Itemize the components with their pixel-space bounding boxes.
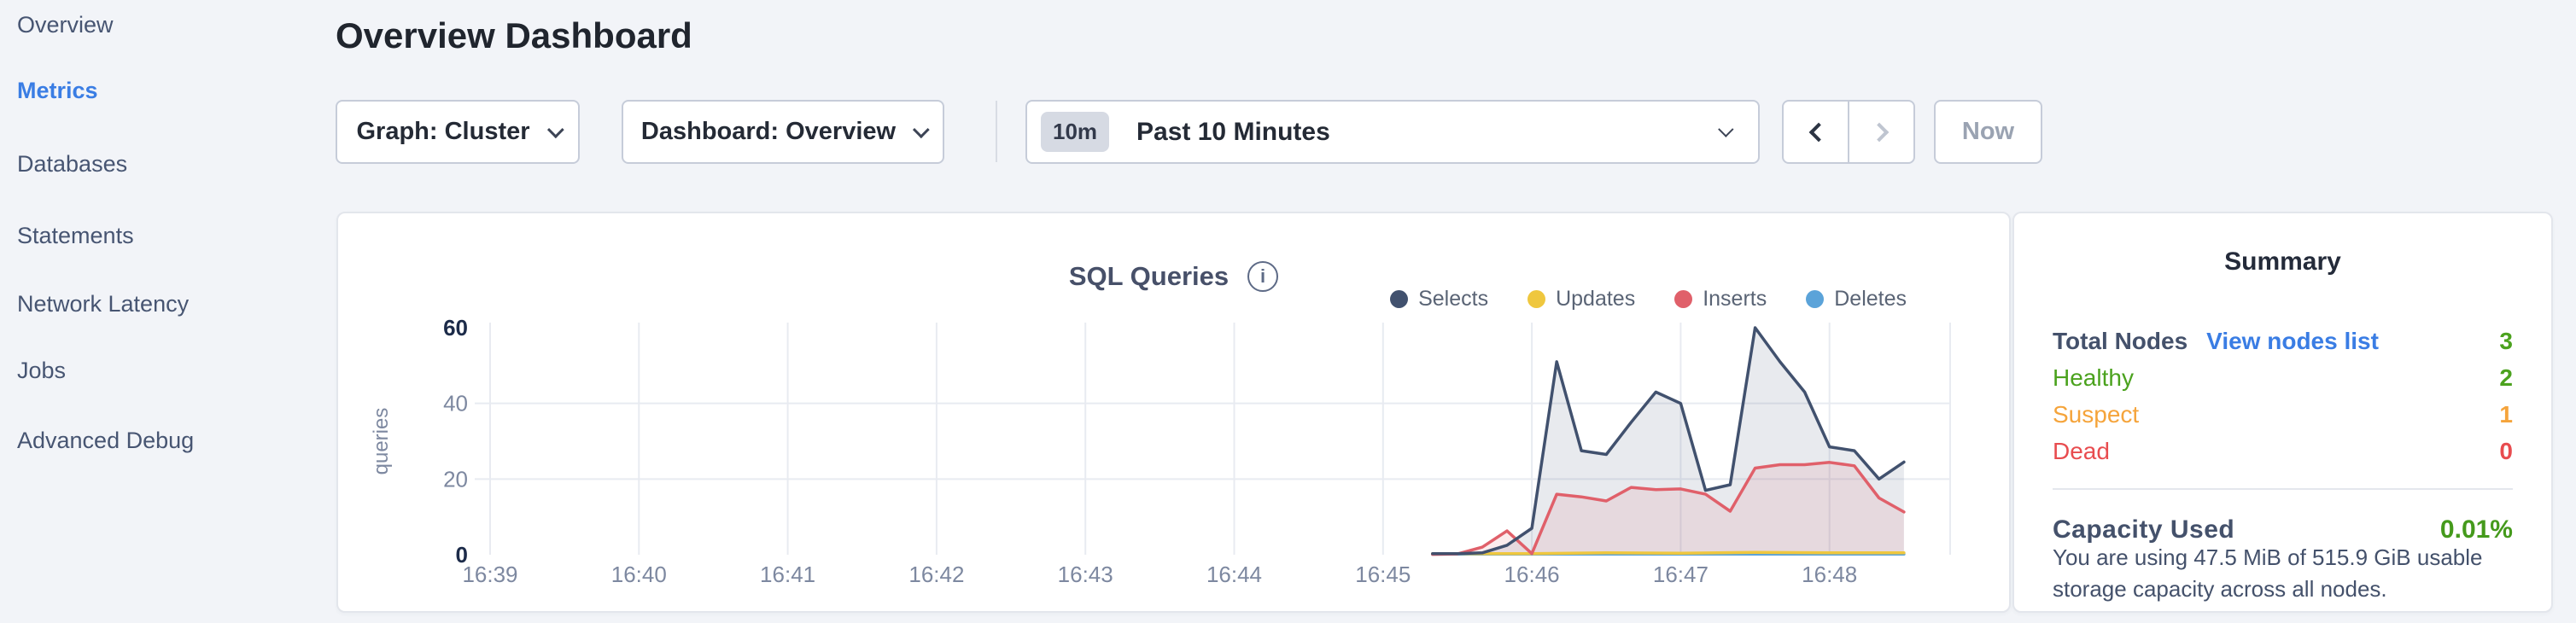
- time-shift-forward-button[interactable]: [1848, 102, 1913, 162]
- legend-item-updates[interactable]: Updates: [1527, 287, 1635, 312]
- sidebar-item-advanced-debug[interactable]: Advanced Debug: [17, 428, 195, 453]
- node-status-value: 0: [2499, 437, 2513, 464]
- total-nodes-row: Total Nodes View nodes list 3: [2053, 323, 2513, 359]
- summary-panel: Summary Total Nodes View nodes list 3 He…: [2012, 212, 2553, 613]
- total-nodes-value: 3: [2499, 327, 2513, 354]
- svg-text:queries: queries: [370, 408, 393, 475]
- svg-text:16:43: 16:43: [1058, 562, 1113, 587]
- legend-dot-icon: [1390, 290, 1409, 308]
- svg-text:16:45: 16:45: [1355, 562, 1411, 587]
- summary-title: Summary: [2224, 247, 2341, 276]
- node-status-label: Healthy: [2053, 364, 2134, 391]
- svg-text:16:47: 16:47: [1653, 562, 1709, 587]
- svg-text:0: 0: [456, 542, 468, 568]
- page-title: Overview Dashboard: [336, 15, 692, 55]
- chevron-down-icon: [546, 120, 564, 138]
- time-shift-back-button[interactable]: [1784, 102, 1848, 162]
- legend-label: Updates: [1556, 287, 1636, 311]
- svg-text:16:46: 16:46: [1504, 562, 1560, 587]
- legend-dot-icon: [1527, 290, 1546, 308]
- node-status-label: Suspect: [2053, 400, 2140, 428]
- graph-scope-dropdown[interactable]: Graph: Cluster: [336, 100, 580, 164]
- capacity-used-row: Capacity Used 0.01%: [2053, 512, 2513, 548]
- sidebar-item-jobs[interactable]: Jobs: [17, 358, 67, 383]
- chart-legend: Selects Updates Inserts Deletes: [1390, 287, 1907, 312]
- chevron-down-icon: [913, 120, 930, 138]
- legend-item-deletes[interactable]: Deletes: [1806, 287, 1907, 312]
- sidebar-item-overview[interactable]: Overview: [17, 12, 114, 38]
- total-nodes-label: Total Nodes: [2053, 327, 2188, 354]
- node-status-row-healthy: Healthy 2: [2053, 359, 2513, 396]
- legend-item-inserts[interactable]: Inserts: [1674, 287, 1767, 312]
- info-icon[interactable]: [1247, 261, 1279, 292]
- svg-text:20: 20: [443, 466, 468, 492]
- svg-text:60: 60: [443, 315, 468, 341]
- svg-text:16:39: 16:39: [462, 562, 517, 587]
- chevron-left-icon: [1808, 122, 1828, 142]
- legend-dot-icon: [1674, 290, 1693, 308]
- time-range-selector[interactable]: 10m Past 10 Minutes: [1025, 100, 1760, 164]
- sql-queries-chart[interactable]: 16:39 16:40 16:41 16:42 16:43 16:44 16:45 16:46…: [338, 213, 2009, 611]
- now-button[interactable]: Now: [1934, 100, 2042, 164]
- node-status-row-suspect: Suspect 1: [2053, 396, 2513, 433]
- svg-text:40: 40: [443, 391, 468, 416]
- svg-text:16:42: 16:42: [908, 562, 964, 587]
- time-range-badge: 10m: [1041, 112, 1110, 152]
- node-status-label: Dead: [2053, 437, 2110, 464]
- svg-text:16:44: 16:44: [1206, 562, 1262, 587]
- node-status-row-dead: Dead 0: [2053, 433, 2513, 469]
- summary-divider: [2053, 488, 2513, 490]
- time-shift-button-group: [1782, 100, 1915, 164]
- svg-text:16:40: 16:40: [611, 562, 667, 587]
- dashboard-dropdown-label: Dashboard: Overview: [640, 118, 897, 145]
- svg-text:16:48: 16:48: [1802, 562, 1857, 587]
- sidebar: Overview Metrics Databases Statements Networ…: [0, 0, 333, 623]
- capacity-used-label: Capacity Used: [2053, 515, 2235, 544]
- legend-dot-icon: [1806, 290, 1825, 308]
- dashboard-dropdown[interactable]: Dashboard: Overview: [622, 100, 944, 164]
- chevron-down-icon: [1718, 121, 1734, 137]
- sidebar-item-statements[interactable]: Statements: [17, 223, 134, 248]
- view-nodes-list-link[interactable]: View nodes list: [2206, 327, 2379, 354]
- node-status-value: 2: [2499, 364, 2513, 391]
- graph-scope-dropdown-label: Graph: Cluster: [356, 118, 530, 145]
- sidebar-item-network-latency[interactable]: Network Latency: [17, 291, 190, 317]
- sidebar-item-databases[interactable]: Databases: [17, 151, 128, 177]
- chart-title: SQL Queries: [1068, 261, 1230, 291]
- sidebar-item-metrics[interactable]: Metrics: [17, 78, 98, 103]
- capacity-description: You are using 47.5 MiB of 515.9 GiB usab…: [2053, 544, 2483, 602]
- node-status-value: 1: [2499, 400, 2513, 428]
- legend-label: Selects: [1418, 287, 1489, 311]
- time-range-label: Past 10 Minutes: [1136, 117, 1330, 146]
- legend-item-selects[interactable]: Selects: [1390, 287, 1488, 312]
- sql-queries-chart-card: 16:39 16:40 16:41 16:42 16:43 16:44 16:45 16:46…: [336, 212, 2011, 613]
- legend-label: Inserts: [1703, 287, 1767, 311]
- chevron-right-icon: [1869, 122, 1889, 142]
- toolbar-divider: [996, 101, 997, 162]
- capacity-used-value: 0.01%: [2439, 515, 2513, 544]
- legend-label: Deletes: [1834, 287, 1907, 311]
- svg-text:16:41: 16:41: [760, 562, 815, 587]
